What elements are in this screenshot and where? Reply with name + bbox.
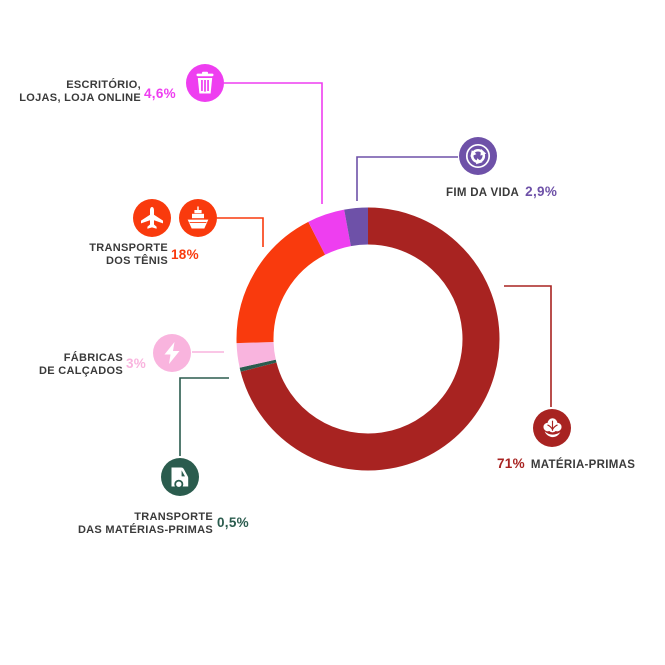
donut-segment-fim-da-vida	[344, 207, 369, 247]
connector-transporte-mp	[179, 377, 229, 456]
connector-escritorio	[224, 82, 323, 204]
escritorio-badge	[186, 64, 224, 102]
connector-materias-primas	[504, 285, 552, 407]
callout-connectors	[179, 82, 552, 456]
transporte-tenis-plane-badge	[133, 199, 171, 237]
donut-segment-transporte-dos-tenis	[236, 221, 326, 344]
transporte-tenis-label: TRANSPORTE DOS TÊNIS	[89, 242, 168, 267]
fabricas-value: 3%	[126, 356, 147, 371]
connector-fim-da-vida	[356, 156, 458, 201]
trash-can-icon	[196, 71, 214, 94]
lightning-bolt-icon	[164, 342, 180, 364]
recycle-icon	[465, 143, 491, 169]
ship-icon	[187, 206, 209, 229]
donut-segment-fabricas-de-calcados	[236, 341, 276, 368]
materias-primas-label: MATÉRIA-PRIMAS	[530, 459, 636, 471]
transporte-mp-value: 0,5%	[217, 515, 249, 530]
fim-da-vida-callout: FIM DA VIDA 2,9%	[446, 184, 557, 199]
escritorio-value: 4,6%	[144, 86, 176, 101]
transporte-tenis-ship-badge	[179, 199, 217, 237]
fim-da-vida-label: FIM DA VIDA	[446, 187, 520, 199]
truck-icon	[171, 467, 189, 489]
fim-da-vida-value: 2,9%	[525, 184, 558, 199]
materias-primas-value: 71%	[497, 456, 525, 471]
escritorio-label: ESCRITÓRIO, LOJAS, LOJA ONLINE	[19, 79, 141, 104]
transporte-mp-label: TRANSPORTE DAS MATÉRIAS-PRIMAS	[77, 511, 213, 536]
donut-segment-escritorio-lojas-loja-online	[308, 209, 352, 256]
materias-primas-badge	[533, 409, 571, 447]
transporte-mp-badge	[161, 458, 199, 496]
donut-segment-transporte-materias-primas	[239, 359, 277, 372]
connector-transporte-tenis	[217, 217, 264, 247]
cotton-icon	[542, 417, 562, 437]
donut-segment-materias-primas	[240, 207, 500, 471]
donut-segments	[236, 207, 500, 471]
fabricas-badge	[153, 334, 191, 372]
airplane-icon	[141, 207, 163, 229]
fabricas-label: FÁBRICAS DE CALÇADOS	[39, 352, 123, 377]
transporte-tenis-value: 18%	[171, 247, 199, 262]
materias-primas-callout: 71% MATÉRIA-PRIMAS	[497, 456, 635, 471]
fim-da-vida-badge	[459, 137, 497, 175]
